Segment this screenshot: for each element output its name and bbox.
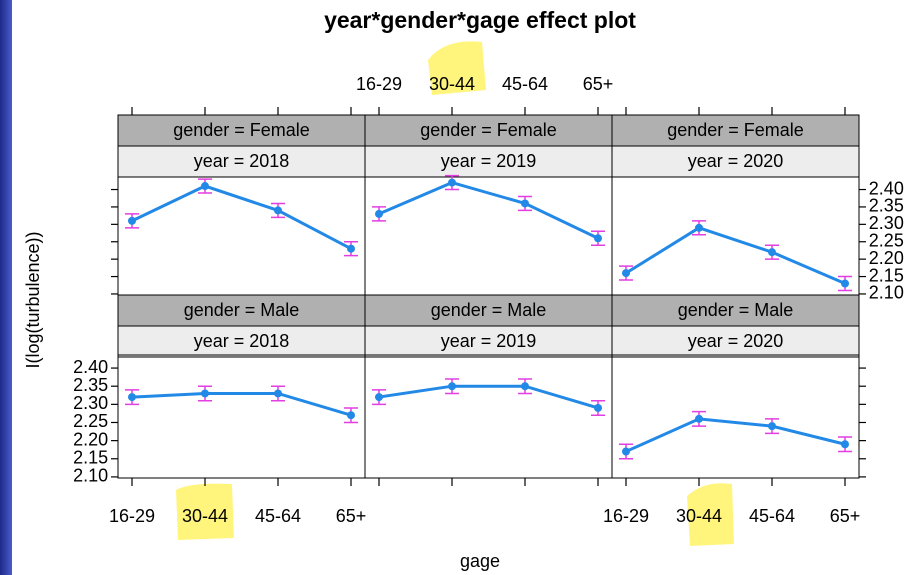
point (594, 234, 602, 243)
strip (611, 294, 860, 327)
x-tick-label: 16-29 (603, 506, 649, 526)
y-tick-label: 2.40 (869, 178, 904, 198)
point (201, 182, 209, 191)
point (375, 209, 383, 218)
strip (611, 325, 860, 358)
y-tick-label: 2.15 (73, 448, 108, 468)
y-tick-label: 2.20 (73, 429, 108, 449)
point (201, 389, 209, 398)
y-tick-label: 2.15 (869, 265, 904, 285)
y-tick-label: 2.35 (869, 196, 904, 216)
effect-line (131, 184, 352, 251)
strip-label: gender = Male (184, 300, 300, 320)
x-tick-label: 16-29 (109, 506, 155, 526)
strip (611, 145, 860, 178)
effect-line (378, 384, 599, 410)
x-tick-label: 65+ (336, 506, 367, 526)
point (594, 403, 602, 412)
point (622, 447, 630, 456)
x-tick-label: 45-64 (502, 74, 548, 94)
strip (117, 114, 366, 147)
strip-label: gender = Female (173, 120, 310, 140)
point (521, 382, 529, 391)
y-tick-label: 2.25 (73, 411, 108, 431)
point (622, 269, 630, 278)
y-tick-label: 2.30 (869, 213, 904, 233)
x-tick-label: 30-44 (182, 506, 228, 526)
y-tick-label: 2.10 (73, 466, 108, 486)
point (347, 411, 355, 420)
highlight (176, 483, 234, 540)
strip-label: gender = Male (678, 300, 794, 320)
strip (611, 114, 860, 147)
point (768, 248, 776, 257)
strip-label: year = 2019 (441, 151, 537, 171)
x-tick-label: 45-64 (749, 506, 795, 526)
effect-line (625, 417, 846, 453)
point (521, 199, 529, 208)
highlight (428, 41, 486, 95)
point (448, 382, 456, 391)
y-axis-label: I(log(turbulence)) (23, 231, 43, 368)
strip-label: year = 2019 (441, 331, 537, 351)
panel (117, 354, 366, 479)
strip-label: gender = Female (667, 120, 804, 140)
x-tick-label: 45-64 (255, 506, 301, 526)
point (128, 216, 136, 225)
point (841, 440, 849, 449)
chart-title: year*gender*gage effect plot (324, 7, 636, 33)
point (375, 393, 383, 402)
strip-label: gender = Female (420, 120, 557, 140)
effect-line (131, 391, 352, 417)
highlight (687, 483, 734, 546)
panel (364, 354, 613, 479)
x-tick-label: 16-29 (356, 74, 402, 94)
x-tick-label: 30-44 (676, 506, 722, 526)
point (695, 414, 703, 423)
point (347, 244, 355, 253)
effect-line (625, 226, 846, 285)
x-tick-label: 65+ (830, 506, 861, 526)
side-bar (0, 0, 12, 575)
x-axis-label: gage (460, 551, 500, 571)
point (128, 393, 136, 402)
strip-label: gender = Male (431, 300, 547, 320)
point (695, 223, 703, 232)
panel (611, 176, 860, 296)
strip (117, 294, 366, 327)
point (768, 422, 776, 431)
y-tick-label: 2.35 (73, 375, 108, 395)
point (274, 206, 282, 215)
x-tick-label: 65+ (583, 74, 614, 94)
y-tick-label: 2.25 (869, 230, 904, 250)
y-tick-label: 2.40 (73, 357, 108, 377)
strip (364, 294, 613, 327)
point (448, 178, 456, 187)
strip-label: year = 2018 (194, 151, 290, 171)
strip-label: year = 2020 (688, 331, 784, 351)
point (274, 389, 282, 398)
x-tick-label: 30-44 (429, 74, 475, 94)
strip (364, 114, 613, 147)
y-tick-label: 2.30 (73, 393, 108, 413)
point (841, 279, 849, 288)
y-tick-label: 2.20 (869, 248, 904, 268)
y-tick-label: 2.10 (869, 283, 904, 303)
strip-label: year = 2020 (688, 151, 784, 171)
panel (611, 354, 860, 479)
panel (364, 176, 613, 296)
strip-label: year = 2018 (194, 331, 290, 351)
effect-line (378, 180, 599, 240)
strip (117, 325, 366, 358)
